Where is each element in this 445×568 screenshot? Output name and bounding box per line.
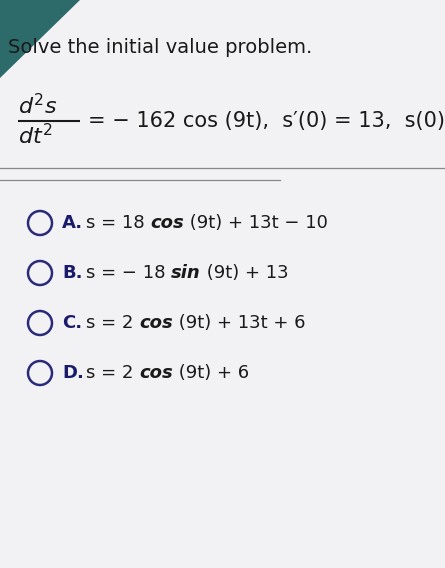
Text: D.: D. bbox=[62, 364, 84, 382]
Text: (9t) + 6: (9t) + 6 bbox=[173, 364, 249, 382]
Text: C.: C. bbox=[62, 314, 82, 332]
Text: cos: cos bbox=[139, 364, 173, 382]
Text: sin: sin bbox=[171, 264, 201, 282]
Text: B.: B. bbox=[62, 264, 82, 282]
Text: $dt^2$: $dt^2$ bbox=[18, 123, 53, 149]
Polygon shape bbox=[0, 0, 80, 78]
Text: $d^2s$: $d^2s$ bbox=[18, 93, 57, 119]
Text: s = − 18: s = − 18 bbox=[86, 264, 171, 282]
Text: s = 18: s = 18 bbox=[86, 214, 150, 232]
Text: (9t) + 13t − 10: (9t) + 13t − 10 bbox=[184, 214, 328, 232]
Text: A.: A. bbox=[62, 214, 83, 232]
Text: = − 162 cos (9t),  s′(0) = 13,  s(0) = 8: = − 162 cos (9t), s′(0) = 13, s(0) = 8 bbox=[88, 111, 445, 131]
Text: cos: cos bbox=[150, 214, 184, 232]
Text: cos: cos bbox=[139, 314, 173, 332]
Text: s = 2: s = 2 bbox=[86, 364, 139, 382]
Text: s = 2: s = 2 bbox=[86, 314, 139, 332]
Text: (9t) + 13t + 6: (9t) + 13t + 6 bbox=[173, 314, 305, 332]
Text: (9t) + 13: (9t) + 13 bbox=[201, 264, 289, 282]
Text: Solve the initial value problem.: Solve the initial value problem. bbox=[8, 38, 312, 57]
